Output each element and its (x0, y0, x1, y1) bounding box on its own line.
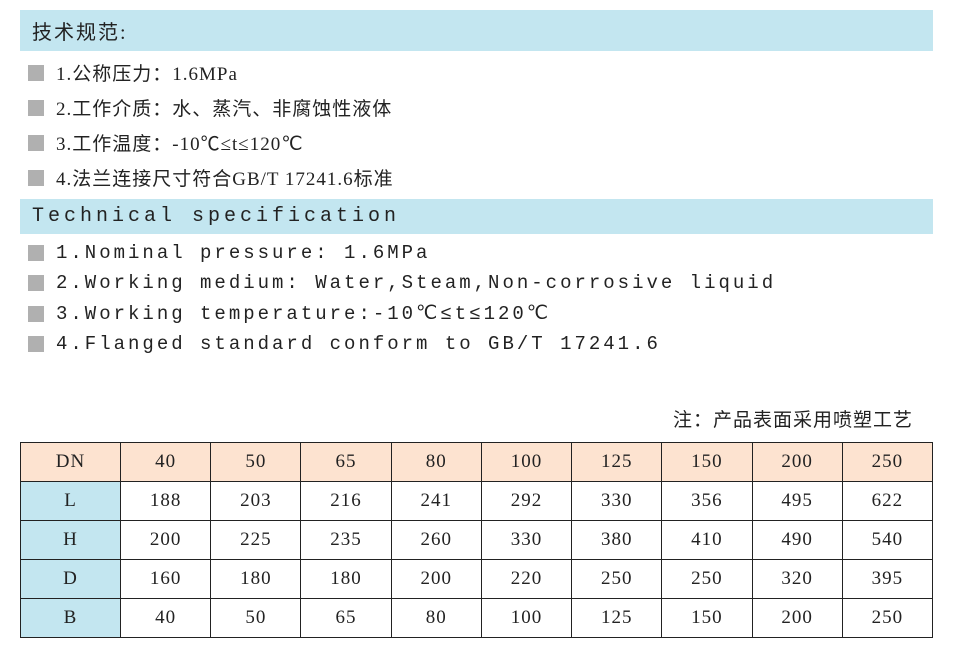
table-cell: 495 (752, 482, 842, 521)
spec-item-cn-2: 2.工作介质：水、蒸汽、非腐蚀性液体 (20, 94, 933, 121)
table-row: H 200 225 235 260 330 380 410 490 540 (21, 521, 933, 560)
square-bullet-icon (28, 65, 44, 81)
table-cell: 250 (842, 599, 932, 638)
table-cell: 188 (121, 482, 211, 521)
square-bullet-icon (28, 306, 44, 322)
table-cell: 330 (481, 521, 571, 560)
spec-item-en-1: 1.Nominal pressure: 1.6MPa (20, 242, 933, 264)
spec-text: 4.Flanged standard conform to GB/T 17241… (56, 333, 661, 355)
square-bullet-icon (28, 135, 44, 151)
spec-text: 2.Working medium: Water,Steam,Non-corros… (56, 272, 776, 294)
table-cell: 410 (662, 521, 752, 560)
table-cell: 80 (391, 599, 481, 638)
table-cell: 200 (391, 560, 481, 599)
spec-item-en-4: 4.Flanged standard conform to GB/T 17241… (20, 333, 933, 355)
spec-item-cn-3: 3.工作温度：-10℃≤t≤120℃ (20, 129, 933, 156)
table-col-header: 80 (391, 443, 481, 482)
spec-text: 1.Nominal pressure: 1.6MPa (56, 242, 430, 264)
spec-text: 2.工作介质：水、蒸汽、非腐蚀性液体 (56, 94, 392, 121)
table-cell: 220 (481, 560, 571, 599)
table-cell: 40 (121, 599, 211, 638)
table-cell: 235 (301, 521, 391, 560)
table-cell: 250 (572, 560, 662, 599)
table-col-header: 200 (752, 443, 842, 482)
table-cell: 160 (121, 560, 211, 599)
table-row-header: B (21, 599, 121, 638)
table-cell: 356 (662, 482, 752, 521)
section-header-cn: 技术规范: (20, 10, 933, 51)
table-row: B 40 50 65 80 100 125 150 200 250 (21, 599, 933, 638)
table-col-header: 150 (662, 443, 752, 482)
spec-item-cn-1: 1.公称压力：1.6MPa (20, 59, 933, 86)
table-cell: 490 (752, 521, 842, 560)
note-row: 注：产品表面采用喷塑工艺 (20, 405, 933, 432)
spec-item-cn-4: 4.法兰连接尺寸符合GB/T 17241.6标准 (20, 164, 933, 191)
table-cell: 260 (391, 521, 481, 560)
spec-text: 3.工作温度：-10℃≤t≤120℃ (56, 129, 304, 156)
table-cell: 395 (842, 560, 932, 599)
table-cell: 200 (752, 599, 842, 638)
table-cell: 50 (211, 599, 301, 638)
table-cell: 225 (211, 521, 301, 560)
table-cell: 216 (301, 482, 391, 521)
table-cell: 180 (211, 560, 301, 599)
table-row-header: H (21, 521, 121, 560)
square-bullet-icon (28, 275, 44, 291)
table-row-header: D (21, 560, 121, 599)
table-cell: 320 (752, 560, 842, 599)
square-bullet-icon (28, 170, 44, 186)
section-header-en: Technical specification (20, 199, 933, 234)
table-cell: 622 (842, 482, 932, 521)
spec-item-en-3: 3.Working temperature:-10℃≤t≤120℃ (20, 302, 933, 325)
table-cell: 65 (301, 599, 391, 638)
table-cell: 150 (662, 599, 752, 638)
table-header-row: DN 40 50 65 80 100 125 150 200 250 (21, 443, 933, 482)
table-cell: 330 (572, 482, 662, 521)
table-row: L 188 203 216 241 292 330 356 495 622 (21, 482, 933, 521)
table-cell: 250 (662, 560, 752, 599)
table-col-header: 65 (301, 443, 391, 482)
table-cell: 100 (481, 599, 571, 638)
table-col-header: 40 (121, 443, 211, 482)
table-col-header: 125 (572, 443, 662, 482)
spec-text: 1.公称压力：1.6MPa (56, 59, 238, 86)
table-cell: 540 (842, 521, 932, 560)
table-col-header: 250 (842, 443, 932, 482)
table-cell: 380 (572, 521, 662, 560)
table-row: D 160 180 180 200 220 250 250 320 395 (21, 560, 933, 599)
table-cell: 292 (481, 482, 571, 521)
spec-text: 3.Working temperature:-10℃≤t≤120℃ (56, 302, 551, 325)
table-col-header: 50 (211, 443, 301, 482)
square-bullet-icon (28, 100, 44, 116)
table-cell: 125 (572, 599, 662, 638)
spec-item-en-2: 2.Working medium: Water,Steam,Non-corros… (20, 272, 933, 294)
dimensions-table: DN 40 50 65 80 100 125 150 200 250 L 188… (20, 442, 933, 638)
table-col-header: 100 (481, 443, 571, 482)
table-cell: 203 (211, 482, 301, 521)
square-bullet-icon (28, 336, 44, 352)
table-corner-header: DN (21, 443, 121, 482)
square-bullet-icon (28, 245, 44, 261)
table-cell: 200 (121, 521, 211, 560)
spec-text: 4.法兰连接尺寸符合GB/T 17241.6标准 (56, 164, 394, 191)
table-cell: 180 (301, 560, 391, 599)
note-text: 注：产品表面采用喷塑工艺 (673, 410, 913, 431)
table-row-header: L (21, 482, 121, 521)
table-cell: 241 (391, 482, 481, 521)
